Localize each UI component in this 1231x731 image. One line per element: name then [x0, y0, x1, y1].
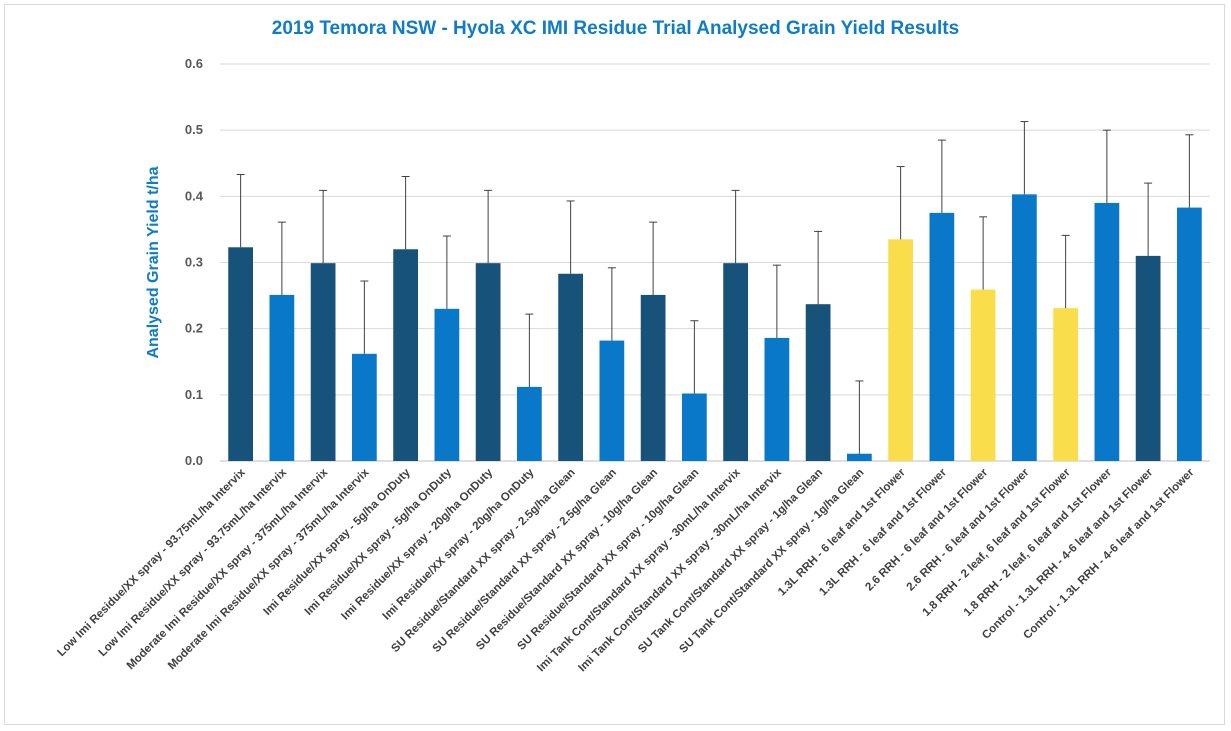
y-tick-label: 0.3: [185, 255, 203, 270]
y-tick-label: 0.2: [185, 321, 203, 336]
bar: [352, 353, 377, 461]
bar: [970, 289, 996, 461]
bar: [764, 337, 790, 461]
y-tick-label: 0.5: [185, 122, 203, 137]
x-tick-label: 1.8 RRH - 2 leaf, 6 leaf and 1st Flower: [921, 466, 1074, 619]
x-tick-label: Low Imi Residue/XX spray - 93.75mL/ha In…: [97, 466, 290, 659]
bar: [1094, 202, 1120, 461]
y-tick-label: 0.1: [185, 387, 203, 402]
x-tick-label: 1.8 RRH - 2 leaf, 6 leaf and 1st Flower: [962, 466, 1115, 619]
bar: [682, 393, 707, 461]
x-tick-label: Imi Residue/XX spray - 5g/ha OnDuty: [303, 466, 455, 618]
bar: [228, 247, 253, 461]
bar: [558, 273, 583, 461]
x-tick-label: Imi Residue/XX spray - 20g/ha OnDuty: [381, 466, 537, 622]
bar: [1177, 207, 1202, 461]
bar: [310, 263, 336, 461]
x-tick-label: Imi Residue/XX spray - 20g/ha OnDuty: [339, 466, 495, 622]
y-tick-label: 0.6: [185, 56, 203, 71]
bar: [723, 263, 748, 461]
bar: [475, 263, 501, 461]
bar: [888, 239, 913, 461]
bar: [517, 386, 542, 461]
x-tick-label: Moderate Imi Residue/XX spray - 375mL/ha…: [125, 466, 331, 672]
bar: [393, 249, 418, 461]
bar: [847, 453, 872, 461]
bar: [599, 340, 625, 461]
bar: [1053, 308, 1078, 461]
bar: [640, 294, 666, 461]
y-tick-label: 0.4: [185, 188, 204, 203]
bar: [1012, 194, 1037, 461]
bar: [805, 304, 831, 461]
x-tick-label: Imi Residue/XX spray - 5g/ha OnDuty: [261, 466, 413, 618]
bar: [434, 308, 460, 461]
x-tick-label: Low Imi Residue/XX spray - 93.75mL/ha In…: [55, 466, 248, 659]
y-axis-label: Analysed Grain Yield t/ha: [145, 166, 162, 358]
chart-title: 2019 Temora NSW - Hyola XC IMI Residue T…: [271, 18, 960, 39]
bar: [269, 294, 295, 461]
bar: [1135, 255, 1161, 461]
x-tick-label: Moderate Imi Residue/XX spray - 375mL/ha…: [166, 466, 372, 672]
y-tick-label: 0.0: [185, 453, 203, 468]
bar: [929, 212, 955, 461]
